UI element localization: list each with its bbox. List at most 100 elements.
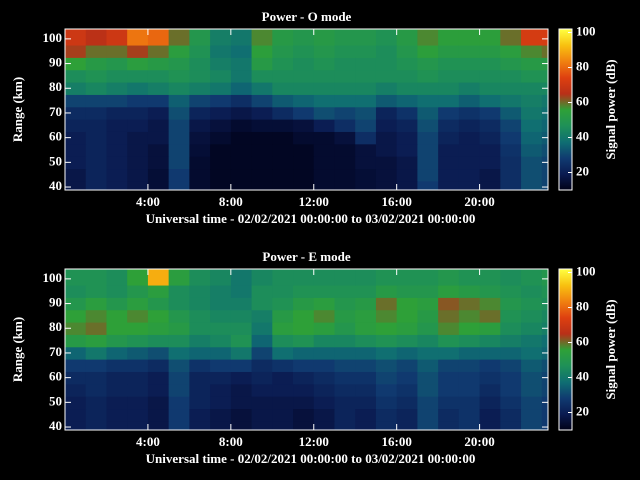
cell: [272, 156, 294, 170]
cell: [334, 106, 356, 120]
cell: [189, 420, 211, 430]
cell: [168, 408, 190, 422]
cell: [438, 69, 460, 83]
cell: [293, 334, 315, 348]
cell: [417, 420, 439, 430]
cell: [334, 371, 356, 385]
cell: [127, 334, 149, 348]
cell: [127, 45, 149, 58]
cell: [251, 383, 273, 397]
cell: [334, 420, 356, 430]
cell: [479, 29, 501, 46]
cell: [147, 57, 170, 71]
cell: [189, 322, 211, 335]
heatmap-cells: [65, 269, 548, 430]
cell: [438, 156, 460, 170]
cell: [189, 29, 211, 46]
colorbar-tick-label: 60: [576, 333, 589, 348]
cell: [355, 82, 377, 95]
cell: [230, 297, 253, 311]
cell: [417, 322, 439, 335]
cell: [189, 359, 211, 372]
cell: [210, 82, 232, 95]
cell: [251, 396, 273, 410]
cell: [334, 396, 356, 410]
cell: [230, 346, 253, 360]
cell: [521, 359, 543, 372]
cell: [127, 297, 149, 311]
y-tick-label: 50: [49, 393, 62, 408]
cell: [251, 57, 273, 71]
x-tick-label: 4:00: [136, 434, 160, 449]
cell: [313, 420, 335, 430]
cell: [541, 168, 548, 182]
cell: [458, 334, 481, 348]
cell: [479, 82, 501, 95]
cell: [85, 334, 107, 348]
cell: [189, 408, 211, 422]
cell: [355, 420, 377, 430]
cell: [147, 106, 170, 120]
cell: [168, 29, 190, 46]
colorbar-label: Signal power (dB): [603, 299, 618, 399]
cell: [396, 371, 418, 385]
cell: [147, 396, 170, 410]
cell: [438, 383, 460, 397]
cell: [355, 334, 377, 348]
cell: [168, 45, 190, 58]
cell: [168, 346, 190, 360]
cell: [313, 119, 335, 132]
cell: [521, 269, 543, 286]
cell: [313, 322, 335, 335]
cell: [334, 383, 356, 397]
cell: [106, 334, 128, 348]
cell: [293, 69, 315, 83]
cell: [375, 94, 398, 108]
cell: [210, 371, 232, 385]
cell: [355, 131, 377, 145]
cell: [355, 359, 377, 372]
cell: [230, 180, 253, 190]
cell: [396, 269, 418, 286]
cell: [375, 297, 398, 311]
cell: [500, 371, 522, 385]
cell: [106, 322, 128, 335]
cell: [168, 396, 190, 410]
cell: [106, 297, 128, 311]
cell: [521, 131, 543, 145]
cell: [438, 408, 460, 422]
cell: [458, 119, 481, 132]
cell: [65, 309, 87, 323]
cell: [106, 82, 128, 95]
cell: [106, 57, 128, 71]
cell: [396, 408, 418, 422]
cell: [396, 309, 418, 323]
cell: [293, 383, 315, 397]
cell: [293, 346, 315, 360]
cell: [521, 143, 543, 157]
cell: [396, 180, 418, 190]
cell: [541, 45, 548, 58]
cell: [396, 69, 418, 83]
cell: [85, 396, 107, 410]
cell: [210, 383, 232, 397]
x-tick-label: 20:00: [464, 194, 494, 209]
cell: [500, 180, 522, 190]
cell: [210, 309, 232, 323]
cell: [65, 269, 87, 286]
y-tick-label: 70: [49, 104, 62, 119]
cell: [375, 131, 398, 145]
cell: [85, 29, 107, 46]
cell: [355, 29, 377, 46]
cell: [500, 168, 522, 182]
cell: [127, 29, 149, 46]
cell: [313, 334, 335, 348]
cell: [438, 371, 460, 385]
cell: [65, 119, 87, 132]
cell: [106, 420, 128, 430]
cell: [500, 69, 522, 83]
cell: [293, 131, 315, 145]
cell: [168, 143, 190, 157]
cell: [230, 396, 253, 410]
cell: [438, 297, 460, 311]
